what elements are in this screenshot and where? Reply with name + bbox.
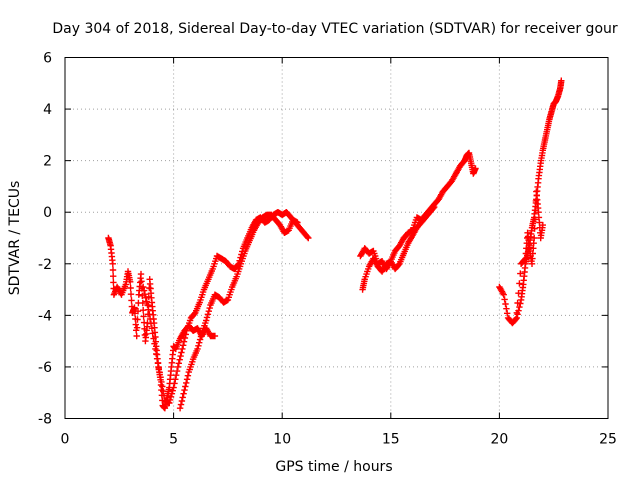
series-track-e (359, 203, 438, 293)
x-tick-label: 15 (382, 432, 400, 448)
y-tick-label: -4 (38, 308, 52, 324)
data-point-markers (513, 188, 546, 316)
y-tick-label: 4 (43, 102, 52, 118)
x-tick-label: 20 (490, 432, 508, 448)
data-point-markers (359, 203, 438, 293)
x-tick-label: 25 (599, 432, 617, 448)
y-axis-label: SDTVAR / TECUs (7, 181, 23, 296)
y-tick-label: 2 (43, 154, 52, 170)
y-tick-label: 0 (43, 205, 52, 221)
x-tick-labels: 0 5 10 15 20 25 (61, 432, 617, 448)
y-tick-labels: -8 -6 -4 -2 0 2 4 6 (38, 51, 52, 428)
plot-frame (64, 57, 609, 419)
series-track-c (176, 211, 301, 412)
x-axis-label: GPS time / hours (275, 459, 392, 475)
series-track-g (513, 188, 546, 316)
x-tick-label: 5 (169, 432, 178, 448)
y-tick-label: -8 (38, 412, 52, 428)
data-point-markers (176, 211, 301, 412)
axis-ticks (64, 57, 609, 419)
x-tick-label: 10 (273, 432, 291, 448)
y-tick-label: -2 (38, 257, 52, 273)
y-tick-label: -6 (38, 360, 52, 376)
x-tick-label: 0 (61, 432, 70, 448)
y-tick-label: 6 (43, 51, 52, 67)
chart-title: Day 304 of 2018, Sidereal Day-to-day VTE… (52, 21, 618, 37)
data-markers (105, 77, 565, 412)
